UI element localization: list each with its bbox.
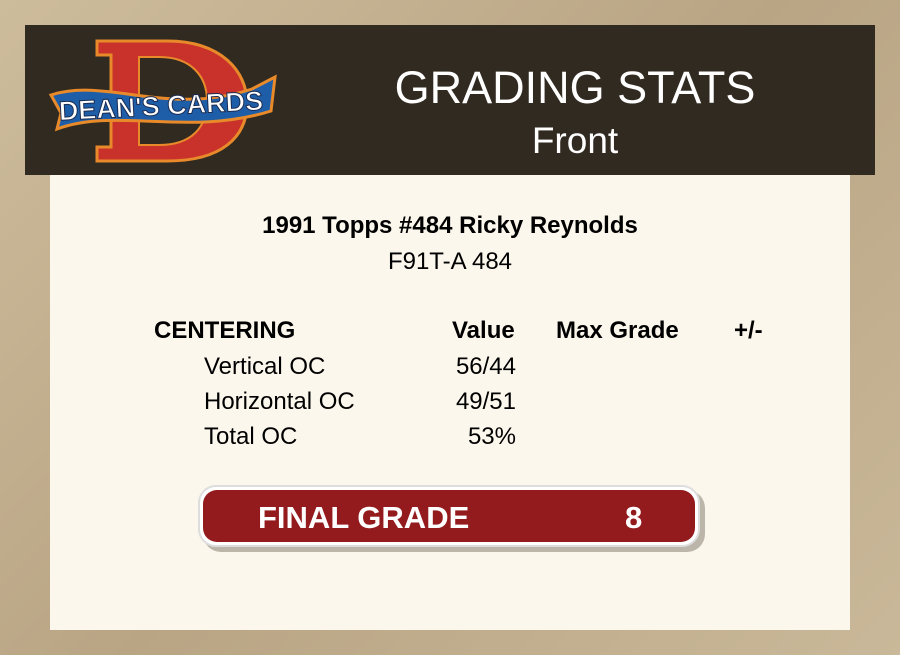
page-title: GRADING STATS (394, 62, 756, 113)
card-name: 1991 Topps #484 Ricky Reynolds (262, 212, 638, 239)
card-code: F91T-A 484 (387, 248, 513, 275)
row-value: 53% (467, 423, 516, 450)
final-grade-fill: FINAL GRADE 8 (203, 490, 695, 542)
value-header: Value (452, 317, 515, 344)
header: DEAN'S CARDS GRADING STATS Front (25, 25, 875, 175)
final-grade-value: 8 (625, 500, 643, 535)
final-grade-label: FINAL GRADE (258, 500, 470, 535)
row-label: Vertical OC (204, 353, 326, 380)
stats-panel: 1991 Topps #484 Ricky Reynolds F91T-A 48… (50, 175, 850, 630)
final-grade-bar: FINAL GRADE 8 (198, 485, 700, 547)
row-value: 49/51 (455, 388, 516, 415)
deans-cards-logo: DEAN'S CARDS (48, 39, 277, 163)
row-label: Total OC (204, 423, 298, 450)
plus-minus-header: +/- (734, 317, 763, 344)
row-value: 56/44 (455, 353, 516, 380)
page-subtitle: Front (531, 120, 619, 161)
max-grade-header: Max Grade (556, 317, 679, 344)
centering-header: CENTERING (154, 317, 296, 344)
row-label: Horizontal OC (204, 388, 355, 415)
